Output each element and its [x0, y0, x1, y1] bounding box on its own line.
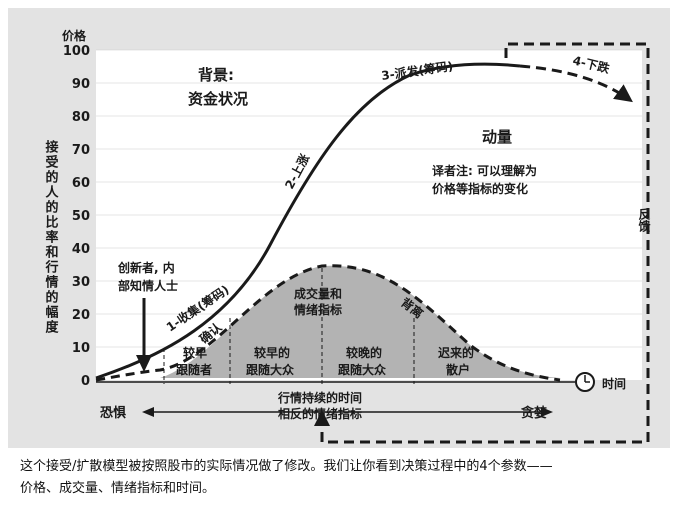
- innovators-label-line1: 创新者, 内: [117, 260, 175, 275]
- feedback-arrowhead: [314, 410, 330, 426]
- y-tick: 40: [72, 242, 90, 257]
- early-followers-line1: 较早: [183, 345, 207, 360]
- laggards-line1: 迟来的: [438, 345, 474, 360]
- clock-icon: [575, 372, 595, 392]
- background-title: 背景:: [198, 66, 234, 84]
- opposite-sentiment-line2: 相反的情绪指标: [278, 406, 362, 421]
- early-majority-line1: 较早的: [254, 345, 290, 360]
- innovators-label-line2: 部知情人士: [118, 278, 178, 293]
- innovators-arrowhead: [136, 355, 152, 372]
- volume-label-line1: 成交量和: [294, 286, 342, 301]
- caption: 这个接受/扩散模型被按照股市的实际情况做了修改。我们让你看到决策过程中的4个参数…: [20, 456, 660, 500]
- y-side-label: 接受的人的比率和行情的幅度: [43, 139, 60, 335]
- fear-arrowhead: [142, 407, 154, 417]
- background-subtitle: 资金状况: [188, 90, 248, 108]
- y-tick: 60: [72, 176, 90, 191]
- y-tick: 50: [72, 209, 90, 224]
- y-tick: 70: [72, 143, 90, 158]
- feedback-label: 反馈: [637, 207, 651, 233]
- late-majority-line2: 跟随大众: [338, 362, 387, 377]
- time-label: 时间: [602, 376, 626, 391]
- late-majority-line1: 较晚的: [346, 345, 382, 360]
- greed-arrowhead: [541, 407, 553, 417]
- y-tick: 20: [72, 308, 90, 323]
- momentum-label: 动量: [482, 128, 512, 146]
- translator-note-line1: 译者注: 可以理解为: [432, 163, 537, 178]
- y-tick: 30: [72, 275, 90, 290]
- y-tick: 80: [72, 110, 90, 125]
- caption-line2: 价格、成交量、情绪指标和时间。: [20, 481, 216, 496]
- y-tick: 0: [81, 374, 90, 389]
- y-tick: 90: [72, 77, 90, 92]
- volume-sentiment-area: [160, 265, 560, 378]
- decline-arrow: [519, 64, 633, 103]
- early-majority-line2: 跟随大众: [246, 362, 295, 377]
- volume-label-line2: 情绪指标: [294, 302, 342, 317]
- group-dividers: [163, 268, 415, 384]
- early-followers-line2: 跟随者: [176, 362, 212, 377]
- y-tick: 10: [72, 341, 90, 356]
- price-curve: [95, 62, 521, 380]
- caption-line1: 这个接受/扩散模型被按照股市的实际情况做了修改。我们让你看到决策过程中的4个参数…: [20, 459, 553, 474]
- y-tick: 100: [63, 44, 90, 59]
- translator-note-line2: 价格等指标的变化: [432, 181, 528, 196]
- feedback-loop: [320, 42, 650, 444]
- y-axis-title: 价格: [62, 28, 87, 43]
- laggards-line2: 散户: [446, 362, 470, 377]
- opposite-sentiment-line1: 行情持续的时间: [277, 390, 362, 405]
- greed-label: 贪婪: [520, 405, 547, 421]
- volume-sentiment-curve: [95, 264, 561, 382]
- fear-label: 恐惧: [100, 405, 126, 421]
